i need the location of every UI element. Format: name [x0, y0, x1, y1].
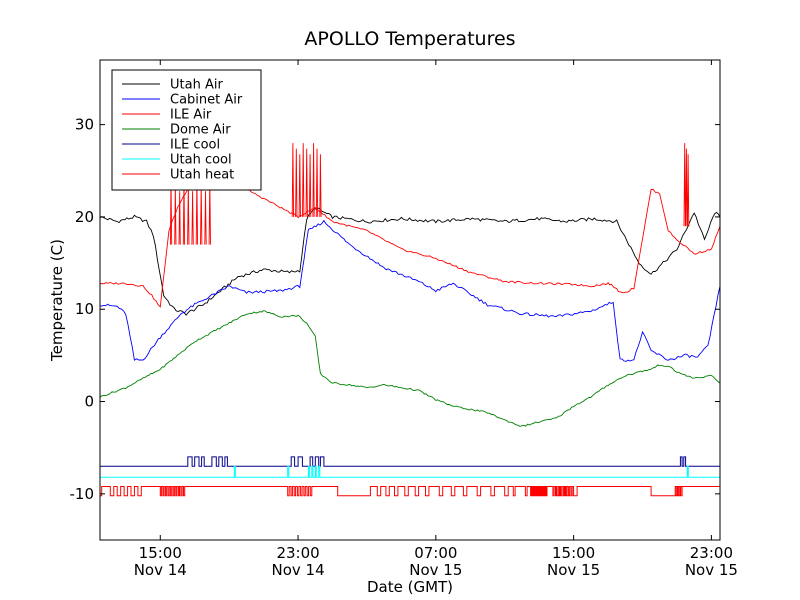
- x-tick-label-time: 15:00: [552, 544, 595, 562]
- legend-label-ile-air: ILE Air: [170, 108, 212, 123]
- legend-label-utah-heat: Utah heat: [170, 168, 234, 183]
- y-tick-label: -10: [70, 485, 95, 503]
- x-tick-label-date: Nov 15: [547, 561, 600, 579]
- y-tick-label: 10: [75, 300, 94, 318]
- y-tick-label: 20: [75, 208, 94, 226]
- x-tick-label-time: 15:00: [139, 544, 182, 562]
- legend-label-ile-cool: ILE cool: [170, 138, 220, 153]
- ile-air-spike-group: [683, 143, 690, 227]
- y-tick-label: 0: [84, 393, 94, 411]
- x-tick-label-time: 23:00: [690, 544, 733, 562]
- x-tick-label-date: Nov 14: [271, 561, 324, 579]
- series-line-ile-cool: [100, 456, 720, 467]
- x-tick-label-time: 07:00: [414, 544, 457, 562]
- series-line-dome-air: [100, 310, 720, 427]
- legend-box: [111, 69, 262, 191]
- series-line-utah-heat: [100, 486, 720, 497]
- x-axis-label: Date (GMT): [367, 578, 453, 596]
- chart-title: APOLLO Temperatures: [304, 28, 515, 50]
- legend-label-dome-air: Dome Air: [170, 123, 231, 138]
- series-line-cabinet-air: [100, 219, 720, 362]
- legend-label-utah-air: Utah Air: [170, 78, 223, 93]
- legend-label-utah-cool: Utah cool: [170, 153, 232, 168]
- plot-frame: [99, 59, 721, 541]
- legend-label-cabinet-air: Cabinet Air: [170, 93, 243, 108]
- x-tick-label-date: Nov 15: [409, 561, 462, 579]
- ile-air-spike-group: [291, 143, 322, 217]
- series-line-utah-air: [100, 207, 720, 316]
- series-line-utah-cool: [100, 465, 720, 478]
- x-tick-label-date: Nov 15: [685, 561, 738, 579]
- x-tick-label-time: 23:00: [276, 544, 319, 562]
- y-tick-label: 30: [75, 116, 94, 134]
- x-tick-label-date: Nov 14: [134, 561, 187, 579]
- y-axis-label: Temperature (C): [48, 239, 66, 362]
